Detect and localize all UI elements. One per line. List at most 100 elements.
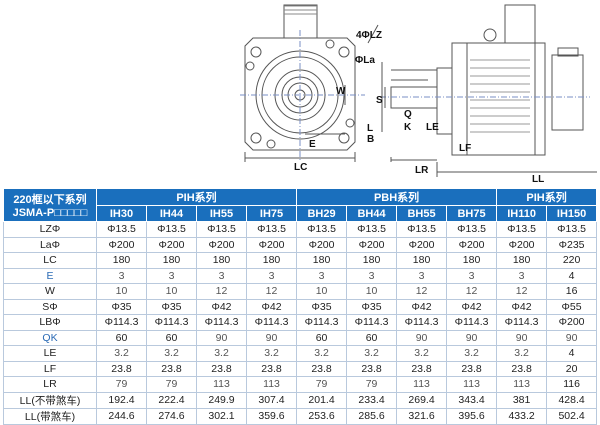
value-cell: 433.2 (496, 407, 548, 425)
label-q: Q (404, 109, 412, 120)
value-cell: 23.8 (396, 360, 448, 377)
value-cell: Φ35 (296, 298, 348, 315)
value-cell: 10 (146, 283, 197, 300)
value-cell: 180 (396, 252, 448, 269)
label-w: W (336, 86, 346, 97)
corner-header: 220框以下系列 JSMA-P□□□□□ (3, 188, 97, 222)
table-row: LF 23.8 23.8 23.8 23.8 23.8 23.8 23.8 23.8 23.8 20 (3, 360, 598, 377)
corner-line2: JSMA-P□□□□□ (12, 207, 88, 219)
value-cell: 20 (546, 360, 598, 377)
value-cell: 3.2 (196, 345, 247, 362)
value-cell: 343.4 (446, 391, 498, 409)
value-cell: Φ114.3 (245, 314, 298, 331)
value-cell: 113 (245, 376, 298, 393)
value-cell: Φ114.3 (196, 314, 247, 331)
value-cell: 180 (146, 252, 197, 269)
value-cell: Φ114.3 (146, 314, 197, 331)
value-cell: 222.4 (146, 391, 197, 409)
value-cell: 180 (296, 252, 348, 269)
value-cell: Φ42 (245, 298, 298, 315)
value-cell: 3 (396, 267, 448, 284)
value-cell: 12 (196, 283, 247, 300)
value-cell: Φ42 (496, 298, 548, 315)
model-header: BH44 (346, 205, 398, 222)
value-cell: 3 (245, 267, 298, 284)
value-cell: 3.2 (96, 345, 147, 362)
value-cell: Φ114.3 (346, 314, 398, 331)
value-cell: 79 (346, 376, 398, 393)
value-cell: 79 (146, 376, 197, 393)
model-header: IH150 (546, 205, 598, 222)
value-cell: 180 (446, 252, 498, 269)
value-cell: Φ200 (245, 236, 298, 253)
corner-line1: 220框以下系列 (13, 194, 87, 206)
value-cell: Φ114.3 (496, 314, 548, 331)
value-cell: Φ200 (146, 236, 197, 253)
value-cell: 192.4 (96, 391, 147, 409)
label-lr: LR (415, 165, 429, 176)
value-cell: 249.9 (196, 391, 247, 409)
value-cell: Φ42 (446, 298, 498, 315)
param-cell: LF (3, 360, 97, 377)
value-cell: Φ200 (96, 236, 147, 253)
value-cell: 253.6 (296, 407, 348, 425)
value-cell: 3.2 (296, 345, 348, 362)
value-cell: 502.4 (546, 407, 598, 425)
value-cell: 23.8 (96, 360, 147, 377)
value-cell: Φ235 (546, 236, 598, 253)
label-b: B (367, 134, 374, 145)
value-cell: Φ35 (146, 298, 197, 315)
value-cell: 180 (96, 252, 147, 269)
table-row: LC 180 180 180 180 180 180 180 180 180 220 (3, 252, 598, 269)
label-ll: LL (532, 174, 544, 185)
value-cell: 3.2 (245, 345, 298, 362)
value-cell: Φ200 (496, 236, 548, 253)
value-cell: 12 (446, 283, 498, 300)
value-cell: 307.4 (245, 391, 298, 409)
param-cell: LE (3, 345, 97, 362)
value-cell: 60 (346, 329, 398, 346)
model-header: IH110 (496, 205, 548, 222)
value-cell: 274.6 (146, 407, 197, 425)
value-cell: Φ13.5 (146, 221, 197, 238)
value-cell: 3.2 (446, 345, 498, 362)
value-cell: 359.6 (245, 407, 298, 425)
value-cell: 12 (396, 283, 448, 300)
param-cell: LZΦ (3, 221, 97, 238)
value-cell: 90 (546, 329, 598, 346)
value-cell: 381 (496, 391, 548, 409)
value-cell: 113 (196, 376, 247, 393)
value-cell: Φ13.5 (346, 221, 398, 238)
front-flange (244, 37, 356, 151)
value-cell: 23.8 (196, 360, 247, 377)
motor-dimension-drawing: 4ΦLZ ΦLa W E LC S Q K L B LE LF LR LL (240, 4, 597, 185)
dimension-table: 220框以下系列 JSMA-P□□□□□ PIH系列 PBH系列 PIH系列 IH30… (3, 188, 598, 425)
model-header: BH55 (396, 205, 448, 222)
label-lf: LF (459, 143, 471, 154)
value-cell: 220 (546, 252, 598, 269)
value-cell: 23.8 (496, 360, 548, 377)
value-cell: Φ13.5 (96, 221, 147, 238)
param-cell: LL(带煞车) (3, 407, 97, 425)
value-cell: 3.2 (346, 345, 398, 362)
value-cell: 269.4 (396, 391, 448, 409)
value-cell: Φ200 (446, 236, 498, 253)
model-header: BH75 (446, 205, 498, 222)
value-cell: 3.2 (146, 345, 197, 362)
value-cell: 180 (496, 252, 548, 269)
value-cell: 16 (546, 283, 598, 300)
motor-body (451, 42, 546, 156)
value-cell: 60 (96, 329, 147, 346)
value-cell: Φ35 (346, 298, 398, 315)
value-cell: 3 (296, 267, 348, 284)
value-cell: Φ13.5 (446, 221, 498, 238)
value-cell: 113 (446, 376, 498, 393)
value-cell: 321.6 (396, 407, 448, 425)
series-header: PIH系列 (95, 188, 298, 206)
value-cell: Φ114.3 (396, 314, 448, 331)
table-row: LL(不带煞车) 192.4 222.4 249.9 307.4 201.4 233.4 26… (3, 391, 598, 409)
value-cell: 395.6 (446, 407, 498, 425)
value-cell: 113 (496, 376, 548, 393)
value-cell: 3.2 (496, 345, 548, 362)
